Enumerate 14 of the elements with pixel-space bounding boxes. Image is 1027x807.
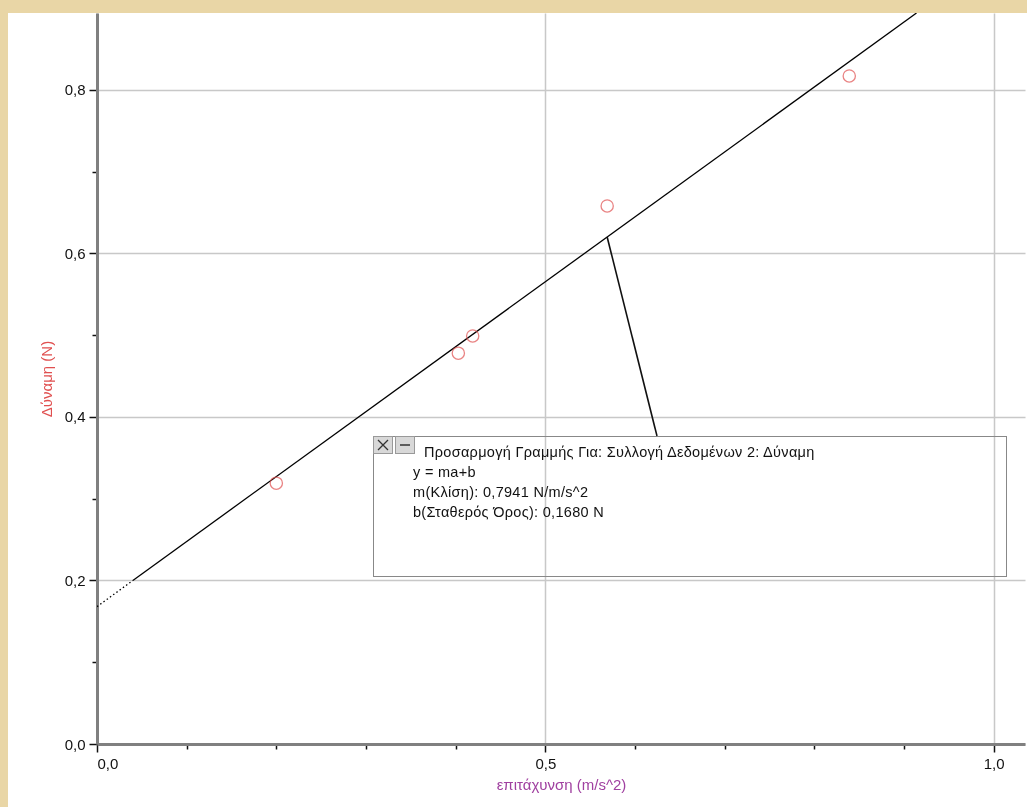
x-tick-label: 0,5 — [535, 754, 557, 772]
y-tick-label: 0,4 — [64, 408, 86, 426]
annotation: m(Κλίση): 0,7941 N/m/s^2 — [413, 483, 589, 501]
annotation: Προσαρμογή Γραμμής Για: Συλλογή Δεδομένων 2: Δύναμη — [424, 443, 815, 461]
x-axis-title: επιτάχυνση (m/s^2) — [496, 775, 627, 793]
annotation: b(Σταθερός Όρος): 0,1680 N — [413, 503, 604, 521]
y-tick-label: 0,6 — [64, 244, 86, 262]
y-tick-label: 0,2 — [64, 571, 86, 589]
x-tick-label: 1,0 — [983, 754, 1005, 772]
x-tick-label: 0,0 — [97, 754, 119, 772]
y-tick-label: 0,8 — [64, 81, 86, 99]
y-tick-label: 0,0 — [64, 735, 86, 753]
y-axis-title: Δύναμη (N) — [37, 340, 55, 418]
annotation: y = ma+b — [413, 463, 476, 481]
